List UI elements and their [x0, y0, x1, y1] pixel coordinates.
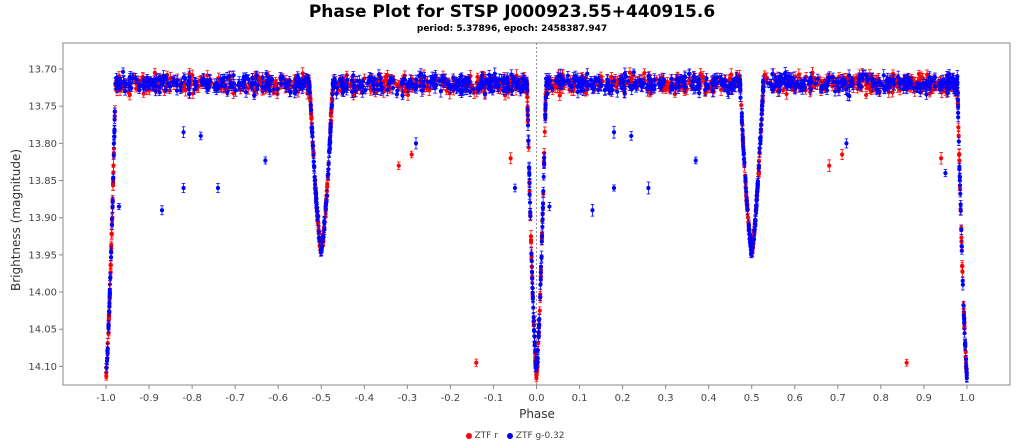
- ztf-r-point: [557, 90, 562, 101]
- ztf-r-point-marker: [960, 269, 965, 274]
- ztf-r-point-marker: [729, 72, 734, 77]
- ztf-r-point-marker: [916, 71, 921, 77]
- ztf-r-point-marker: [956, 133, 961, 138]
- chart-title: Phase Plot for STSP J000923.55+440915.6: [308, 2, 716, 22]
- ztf-r-point-marker: [141, 91, 146, 96]
- ztf-r-point-marker: [107, 282, 112, 287]
- ztf-r-point: [700, 73, 705, 83]
- data-points: [104, 66, 970, 383]
- ztf-r-point: [864, 91, 869, 99]
- ztf-r-point-marker: [308, 97, 313, 102]
- ztf-r-point-marker: [642, 71, 647, 76]
- ztf-r-point: [111, 159, 116, 172]
- ztf-r-point-marker: [557, 93, 562, 98]
- ztf-r-point-marker: [110, 182, 116, 187]
- ztf-r-point-marker: [781, 88, 786, 93]
- ztf-r-point-marker: [127, 92, 132, 97]
- ztf-r-point-marker: [190, 91, 196, 96]
- ztf-r-point-marker: [784, 91, 789, 97]
- ztf-r-point-marker: [663, 85, 669, 91]
- plot-area: [62, 42, 1011, 386]
- ztf-r-point-marker: [919, 75, 924, 80]
- ztf-r-point-marker: [309, 115, 314, 120]
- ztf-r-point-marker: [864, 92, 869, 98]
- ztf-r-point-marker: [700, 75, 705, 81]
- ztf-r-point: [663, 82, 669, 94]
- ztf-r-point-marker: [864, 83, 869, 88]
- ztf-r-point-marker: [325, 184, 330, 190]
- ztf-r-point: [627, 67, 632, 78]
- ztf-r-point-marker: [152, 70, 157, 75]
- ztf-r-point-marker: [104, 374, 109, 379]
- ztf-r-point: [642, 68, 647, 78]
- ztf-r-point-marker: [108, 263, 113, 268]
- ztf-r-point-marker: [609, 74, 614, 80]
- ztf-r-point-marker: [300, 71, 305, 76]
- ztf-r-point-marker: [111, 163, 116, 168]
- ztf-r-point: [537, 306, 542, 315]
- ztf-r-point-marker: [109, 231, 114, 236]
- ztf-r-point-marker: [890, 90, 895, 95]
- ztf-r-point-marker: [537, 308, 542, 313]
- ztf-r-point: [152, 68, 157, 78]
- chart-subtitle: period: 5.37896, epoch: 2458387.947: [416, 24, 608, 34]
- ztf-r-point-marker: [627, 70, 632, 75]
